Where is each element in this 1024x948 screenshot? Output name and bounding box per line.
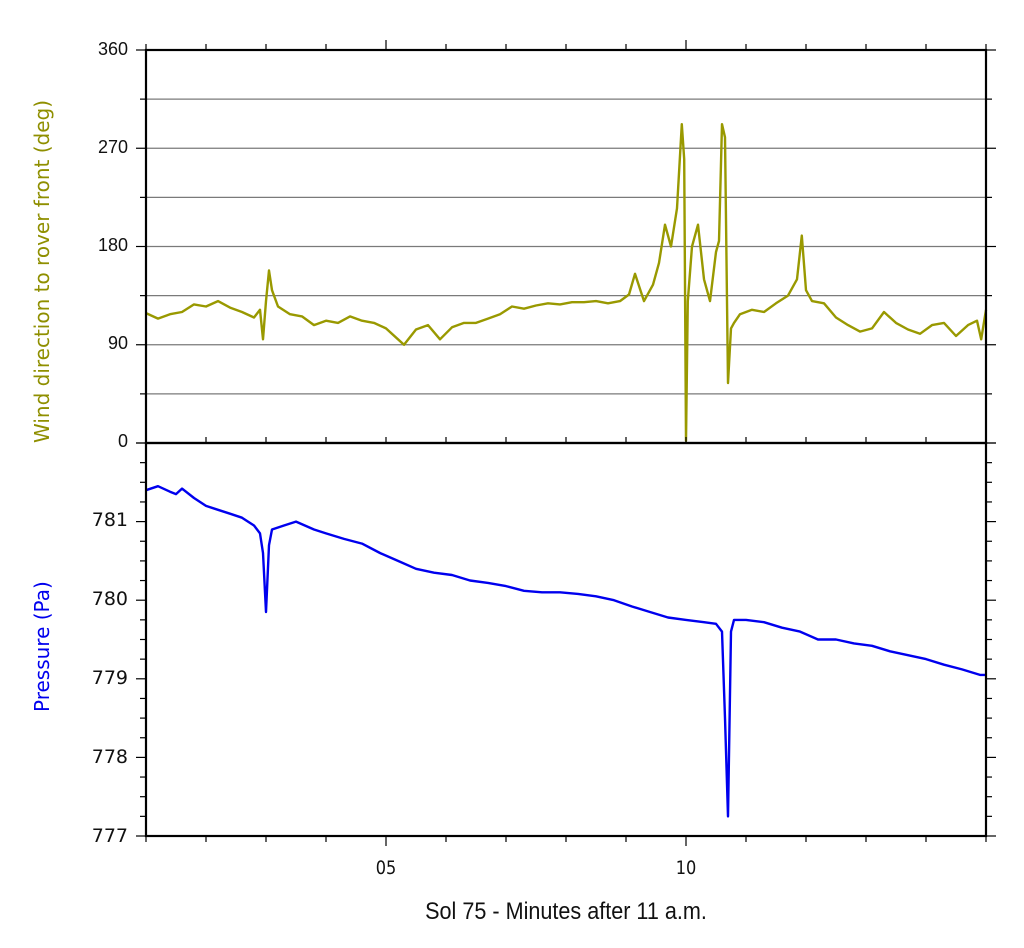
bottom-ytick-780: 780 <box>91 588 128 610</box>
top-ytick-90: 90 <box>107 333 128 353</box>
wind-direction-series <box>145 122 988 442</box>
bottom-ytick-779: 779 <box>91 667 128 689</box>
bottom-ytick-781: 781 <box>91 509 128 531</box>
x-axis-title: Sol 75 - Minutes after 11 a.m. <box>425 898 707 925</box>
bottom-y-axis-title: Pressure (Pa) <box>30 581 54 712</box>
top-y-axis-title: Wind direction to rover front (deg) <box>30 99 54 443</box>
top-ytick-180: 180 <box>97 235 128 255</box>
wind-direction-line <box>145 122 988 442</box>
xtick-05: 05 <box>375 857 397 879</box>
top-ytick-360: 360 <box>97 39 128 59</box>
bottom-ytick-777: 777 <box>91 825 128 847</box>
bottom-panel-frame <box>144 441 988 838</box>
pressure-series <box>145 485 986 818</box>
bottom-ytick-778: 778 <box>91 746 128 768</box>
top-ytick-0: 0 <box>117 431 128 451</box>
top-ytick-270: 270 <box>97 137 128 157</box>
pressure-line <box>145 485 986 818</box>
xtick-10: 10 <box>675 857 697 879</box>
top-panel-gridlines <box>146 98 986 395</box>
axis-ticks <box>136 40 996 846</box>
